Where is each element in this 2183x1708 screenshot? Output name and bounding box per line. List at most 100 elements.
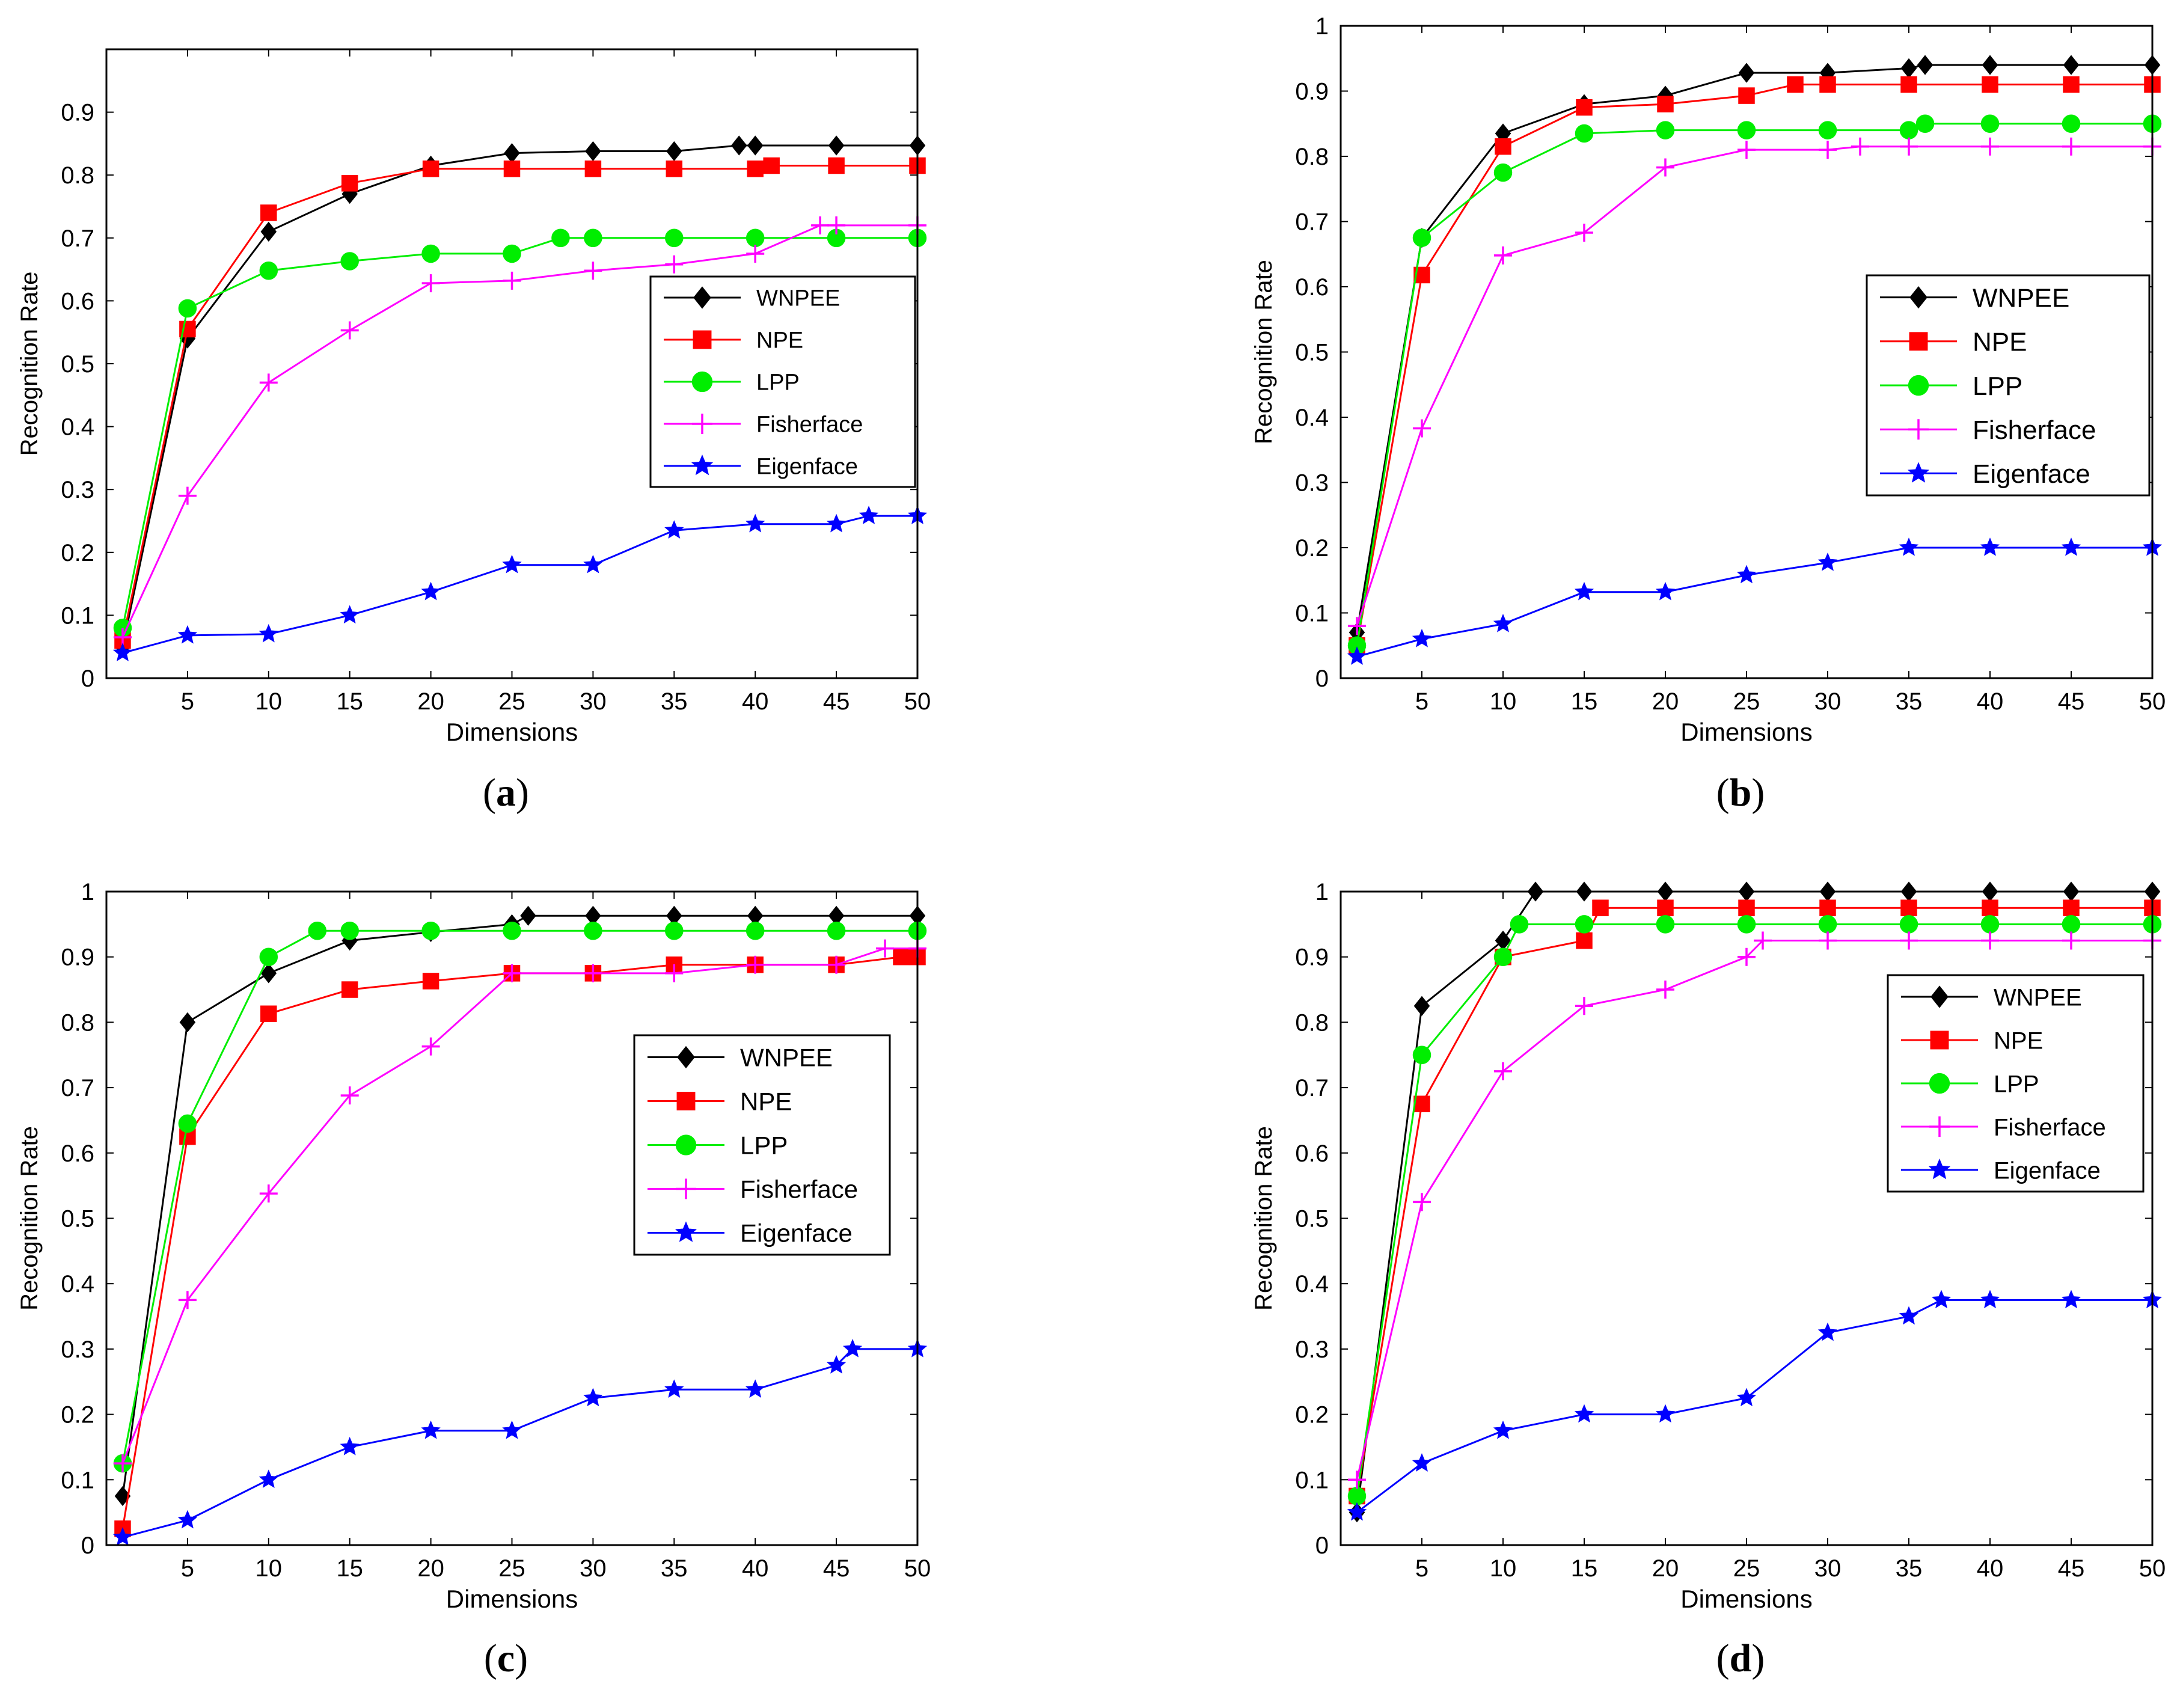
x-tick-label: 20 <box>1652 1555 1679 1582</box>
x-tick-label: 50 <box>2139 688 2166 715</box>
legend-label: NPE <box>756 328 803 354</box>
legend-label: LPP <box>756 370 800 396</box>
x-tick-label: 45 <box>823 688 850 715</box>
data-point-eigenface <box>421 581 441 601</box>
data-point-eigenface <box>859 506 879 524</box>
series-fisherface <box>1348 931 2161 1489</box>
data-point-fisherface <box>340 1086 359 1105</box>
legend-label: LPP <box>1994 1071 2039 1097</box>
data-point-fisherface <box>1981 931 1999 950</box>
data-point-fisherface <box>1656 158 1674 177</box>
legend-label: LPP <box>1973 372 2022 401</box>
x-tick-label: 45 <box>823 1555 850 1582</box>
data-point-npe <box>666 956 683 973</box>
plot-frame <box>1339 25 2154 679</box>
data-point-npe <box>584 160 602 177</box>
y-tick-label: 0.1 <box>1295 601 1329 627</box>
data-point-npe <box>1787 76 1804 93</box>
series-line-lpp <box>1356 923 2152 1496</box>
data-point-eigenface <box>340 1436 360 1455</box>
data-point-wnpee <box>730 135 747 156</box>
legend-marker-eigenface <box>691 455 714 476</box>
x-tick-label: 50 <box>2139 1555 2166 1582</box>
series-npe <box>114 157 926 649</box>
data-point-eigenface <box>112 643 133 661</box>
x-tick-label: 50 <box>904 1555 931 1582</box>
data-point-eigenface <box>1899 1306 1919 1325</box>
data-point-eigenface <box>2061 537 2081 556</box>
plot-frame <box>1339 890 2154 1546</box>
data-point-eigenface <box>502 1420 522 1439</box>
data-point-eigenface <box>177 1510 198 1529</box>
x-tick-label: 5 <box>1415 1555 1428 1582</box>
data-point-fisherface <box>340 321 359 340</box>
legend-marker-fisherface <box>676 1178 696 1199</box>
data-point-fisherface <box>665 964 684 982</box>
legend-label: NPE <box>740 1088 792 1116</box>
data-point-fisherface <box>876 939 895 958</box>
legend-label: NPE <box>1994 1027 2043 1054</box>
legend-marker-npe <box>693 330 712 349</box>
data-point-lpp <box>1493 163 1513 182</box>
x-tick-label: 40 <box>742 1555 769 1582</box>
y-tick-label: 0.4 <box>61 414 94 441</box>
data-point-fisherface <box>1981 137 1999 156</box>
data-point-lpp <box>340 252 359 271</box>
y-tick-label: 0.7 <box>1295 209 1329 236</box>
data-point-npe <box>763 157 780 174</box>
series-fisherface <box>1348 137 2161 635</box>
data-point-lpp <box>1737 915 1756 934</box>
series-line-npe <box>121 165 917 641</box>
x-tick-label: 20 <box>417 1555 444 1582</box>
data-point-lpp <box>746 228 765 248</box>
data-point-wnpee <box>114 1486 131 1507</box>
legend-marker-fisherface <box>1929 1116 1950 1137</box>
subfigure-label: (c) <box>484 1636 528 1680</box>
x-tick-label: 10 <box>256 1555 283 1582</box>
legend-marker-lpp <box>675 1134 697 1156</box>
data-point-fisherface <box>421 1037 440 1056</box>
legend-marker-wnpee <box>1930 985 1949 1008</box>
data-point-fisherface <box>811 216 830 234</box>
x-tick-label: 35 <box>1896 688 1923 715</box>
data-point-eigenface <box>1574 1404 1594 1423</box>
data-point-fisherface <box>827 955 846 974</box>
x-axis-label: Dimensions <box>1680 718 1812 746</box>
y-tick-label: 0.5 <box>61 351 94 378</box>
y-tick-label: 0.8 <box>61 162 94 189</box>
subfigure-label: (d) <box>1716 1636 1765 1680</box>
data-point-wnpee <box>1982 55 1998 75</box>
chart-panel-a: 0 0.1 0.2 0.3 0.4 0.5 0.6 0.7 0.8 0.9 5 10 15 20 25 30 3… <box>16 48 931 815</box>
data-point-eigenface <box>746 1379 765 1398</box>
x-tick-label: 10 <box>1490 1555 1517 1582</box>
data-point-eigenface <box>826 513 847 533</box>
y-tick-label: 0.4 <box>61 1271 94 1297</box>
legend-label: WNPEE <box>756 286 840 311</box>
x-tick-label: 50 <box>904 688 931 715</box>
x-tick-label: 40 <box>1977 688 2004 715</box>
data-point-npe <box>503 160 521 177</box>
x-tick-label: 20 <box>1652 688 1679 715</box>
data-point-lpp <box>259 947 278 966</box>
legend-marker-fisherface <box>1908 419 1929 440</box>
data-point-lpp <box>1818 915 1837 934</box>
subfigure-label: (b) <box>1716 771 1765 815</box>
series-eigenface <box>1347 537 2163 665</box>
data-point-npe <box>1657 899 1674 916</box>
data-point-npe <box>341 981 358 998</box>
legend: WNPEE NPE LPP Fisherface Eigenface <box>1887 974 2145 1193</box>
series-eigenface <box>1347 1290 2163 1521</box>
y-axis-label: Recognition Rate <box>16 272 43 456</box>
data-point-fisherface <box>584 262 602 280</box>
series-line-fisherface <box>121 947 917 1464</box>
data-point-eigenface <box>1493 613 1513 632</box>
data-point-npe <box>1819 76 1836 93</box>
data-point-lpp <box>259 261 278 280</box>
data-point-fisherface <box>1738 141 1756 159</box>
data-point-npe <box>1592 899 1609 916</box>
data-point-npe <box>2063 899 2080 916</box>
data-point-npe <box>422 160 439 177</box>
y-tick-label: 0.9 <box>1295 79 1329 105</box>
chart-panel-c: 00.10.20.30.40.50.60.70.80.915 10 15 20 25 30… <box>16 879 931 1680</box>
data-point-npe <box>1657 96 1674 112</box>
